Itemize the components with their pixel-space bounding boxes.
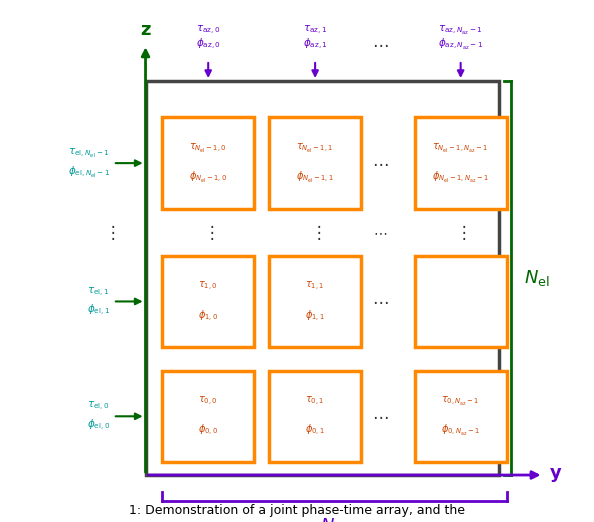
Text: $\cdots$: $\cdots$	[372, 154, 388, 172]
Text: $\phi_{0,1}$: $\phi_{0,1}$	[305, 423, 325, 438]
Text: $\vdots$: $\vdots$	[105, 223, 115, 242]
Text: $\mathbf{y}$: $\mathbf{y}$	[549, 466, 563, 484]
Text: $\phi_{\mathrm{el},0}$: $\phi_{\mathrm{el},0}$	[87, 418, 110, 433]
Text: $\vdots$: $\vdots$	[309, 223, 321, 242]
Text: $\phi_{\mathrm{az},1}$: $\phi_{\mathrm{az},1}$	[303, 37, 327, 52]
Text: $\tau_{0,N_{\mathrm{az}}-1}$: $\tau_{0,N_{\mathrm{az}}-1}$	[441, 395, 480, 408]
Text: $\tau_{0,0}$: $\tau_{0,0}$	[198, 395, 218, 408]
Bar	[146, 81, 499, 475]
Text: $\tau_{\mathrm{el},0}$: $\tau_{\mathrm{el},0}$	[87, 400, 110, 413]
Text: $\phi_{1,1}$: $\phi_{1,1}$	[305, 309, 325, 324]
Text: $\phi_{\mathrm{az},N_{\mathrm{az}}-1}$: $\phi_{\mathrm{az},N_{\mathrm{az}}-1}$	[438, 37, 484, 52]
Text: $N_{\mathrm{az}}$: $N_{\mathrm{az}}$	[320, 516, 349, 522]
Text: $\phi_{\mathrm{az},0}$: $\phi_{\mathrm{az},0}$	[195, 37, 221, 52]
Bar	[415, 371, 507, 462]
Text: $\vdots$: $\vdots$	[455, 223, 466, 242]
Text: $N_{\mathrm{el}}$: $N_{\mathrm{el}}$	[524, 268, 549, 288]
Text: $\tau_{\mathrm{el},1}$: $\tau_{\mathrm{el},1}$	[87, 286, 110, 299]
Text: $\phi_{N_{\mathrm{el}}-1,1}$: $\phi_{N_{\mathrm{el}}-1,1}$	[296, 170, 334, 185]
Text: $\phi_{N_{\mathrm{el}}-1,N_{\mathrm{az}}-1}$: $\phi_{N_{\mathrm{el}}-1,N_{\mathrm{az}}…	[432, 170, 489, 185]
Bar	[269, 371, 361, 462]
Text: $\tau_{\mathrm{az},N_{\mathrm{az}}-1}$: $\tau_{\mathrm{az},N_{\mathrm{az}}-1}$	[438, 23, 483, 37]
Text: $\phi_{N_{\mathrm{el}}-1,0}$: $\phi_{N_{\mathrm{el}}-1,0}$	[189, 170, 228, 185]
Bar	[162, 117, 254, 209]
Text: $\phi_{0,N_{\mathrm{az}}-1}$: $\phi_{0,N_{\mathrm{az}}-1}$	[441, 423, 480, 438]
Text: $\mathbf{z}$: $\mathbf{z}$	[140, 21, 151, 39]
Text: $\phi_{1,0}$: $\phi_{1,0}$	[198, 309, 218, 324]
Bar	[162, 371, 254, 462]
Text: $\tau_{1,0}$: $\tau_{1,0}$	[198, 280, 218, 293]
Text: $\cdots$: $\cdots$	[372, 292, 388, 311]
Text: $\tau_{\mathrm{az},0}$: $\tau_{\mathrm{az},0}$	[196, 23, 220, 37]
Text: $\cdots$: $\cdots$	[372, 35, 388, 53]
Text: $\tau_{1,1}$: $\tau_{1,1}$	[305, 280, 325, 293]
Text: $\tau_{\mathrm{el},N_{\mathrm{el}}-1}$: $\tau_{\mathrm{el},N_{\mathrm{el}}-1}$	[68, 147, 110, 160]
Text: $\vdots$: $\vdots$	[203, 223, 214, 242]
Text: 1: Demonstration of a joint phase-time array, and the: 1: Demonstration of a joint phase-time a…	[129, 504, 465, 517]
Text: $\tau_{N_{\mathrm{el}}-1,N_{\mathrm{az}}-1}$: $\tau_{N_{\mathrm{el}}-1,N_{\mathrm{az}}…	[432, 142, 489, 155]
Text: $\cdots$: $\cdots$	[373, 226, 388, 239]
Text: $\phi_{0,0}$: $\phi_{0,0}$	[198, 423, 218, 438]
Text: $\tau_{0,1}$: $\tau_{0,1}$	[305, 395, 325, 408]
Text: $\phi_{\mathrm{el},N_{\mathrm{el}}-1}$: $\phi_{\mathrm{el},N_{\mathrm{el}}-1}$	[68, 165, 110, 180]
Text: $\tau_{N_{\mathrm{el}}-1,1}$: $\tau_{N_{\mathrm{el}}-1,1}$	[296, 142, 334, 155]
Text: $\tau_{\mathrm{az},1}$: $\tau_{\mathrm{az},1}$	[303, 23, 327, 37]
Text: $\phi_{\mathrm{el},1}$: $\phi_{\mathrm{el},1}$	[87, 303, 110, 318]
Bar	[415, 117, 507, 209]
Text: $\tau_{N_{\mathrm{el}}-1,0}$: $\tau_{N_{\mathrm{el}}-1,0}$	[189, 142, 227, 155]
Bar	[415, 256, 507, 347]
Bar	[269, 117, 361, 209]
Text: $\cdots$: $\cdots$	[372, 407, 388, 425]
Bar	[162, 256, 254, 347]
Bar	[269, 256, 361, 347]
